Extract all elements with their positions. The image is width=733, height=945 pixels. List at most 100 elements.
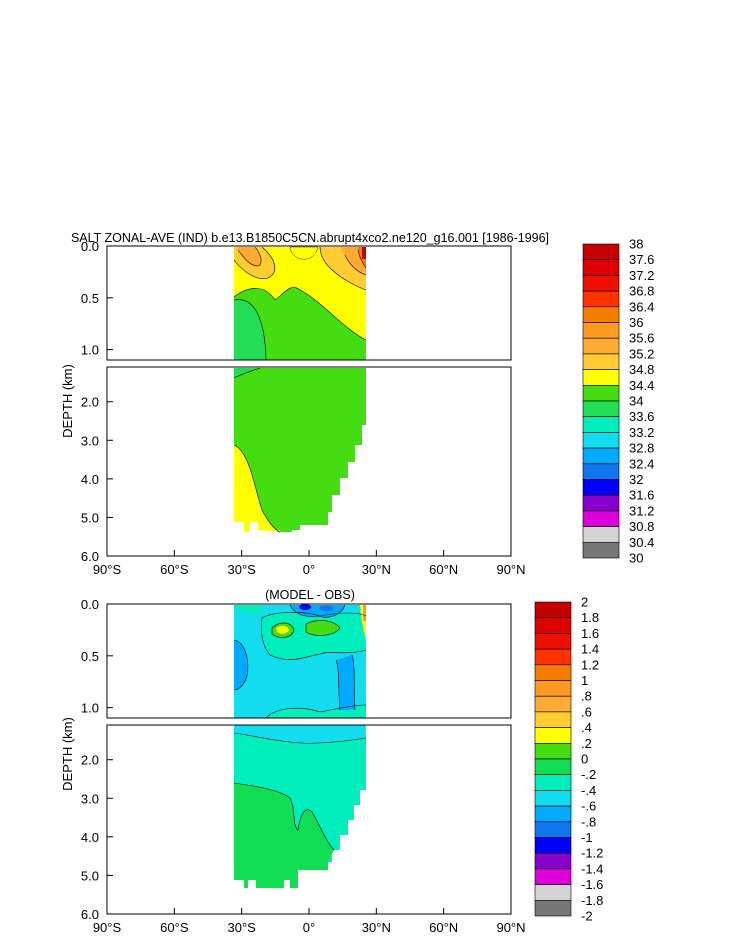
p2-fill-north-max [363,605,366,621]
panel-1-upper-frame [106,245,512,361]
colorbar-swatch [582,494,620,512]
colorbar-swatch [534,884,572,901]
y-tick-label: 1.0 [81,343,99,358]
y-tick-label: 4.0 [81,472,99,487]
colorbar-label: -1 [581,830,593,845]
colorbar-swatch [534,680,572,697]
panel-1-colorbar: 3837.637.236.836.43635.635.234.834.43433… [582,237,654,566]
panel-2-upper-frame [106,603,512,719]
colorbar-label: 30 [629,551,643,566]
colorbar-label: .2 [581,736,592,751]
colorbar-label: -1.2 [581,846,603,861]
p1-fill-deep-sw [234,445,280,532]
colorbar-label: 31.2 [629,503,654,518]
colorbar-swatch [582,400,620,417]
colorbar-label: 31.6 [629,488,654,503]
x-tick-label: 90°S [93,562,122,577]
colorbar-label: 35.6 [629,331,654,346]
colorbar-swatch [534,633,572,650]
panel-2-yticks-upper: 0.0 0.5 1.0 [81,597,113,716]
x-tick-label: 60°N [429,562,458,577]
colorbar-swatch [582,306,620,323]
p1-fill-intermediate [234,287,366,360]
panel-1-upper-fills [234,246,366,360]
panel-2-lower-fills [234,725,366,888]
colorbar-swatch [582,337,620,355]
colorbar-label: 38 [629,237,643,252]
colorbar-label: -1.8 [581,893,603,908]
colorbar-swatch [534,899,572,917]
panel-2-contours [233,604,367,851]
panel-2-colorbar: 21.81.61.41.21.8.6.4.20-.2-.4-.6-.8-1-1.… [534,595,603,924]
colorbar-label: .6 [581,704,592,719]
colorbar-swatch [534,711,572,728]
panel-2-title: (MODEL - OBS) [265,588,355,602]
colorbar-label: -1.6 [581,877,603,892]
panel-2-ylabel: DEPTH (km) [60,717,75,791]
colorbar-swatch [534,837,572,854]
colorbar-label: 2 [581,595,588,610]
colorbar-label: 30.8 [629,519,654,534]
p2-fill-neg-core-a [299,604,311,610]
y-tick-label: 0.0 [81,597,99,612]
y-tick-label: 0.5 [81,291,99,306]
y-tick-label: 3.0 [81,433,99,448]
panel-1-lower-fills [234,368,366,532]
y-tick-label: 0.0 [81,239,99,254]
p2-fill-pos-b [306,620,340,636]
p1-fill-deep [234,368,366,532]
colorbar-swatch [582,479,620,496]
p2-fill-deep-sw [234,783,334,888]
colorbar-swatch [534,852,572,870]
colorbar-label: 33.6 [629,409,654,424]
panel-2: (MODEL - OBS) [60,588,603,935]
x-tick-label: 30°S [227,562,256,577]
colorbar-label: 34.8 [629,362,654,377]
colorbar-swatch [582,526,620,543]
x-tick-label: 90°N [496,562,525,577]
y-tick-label: 0.5 [81,649,99,664]
x-tick-label: 0° [303,920,315,935]
colorbar-label: 37.6 [629,252,654,267]
y-tick-label: 1.0 [81,701,99,716]
colorbar-label: 30.4 [629,535,654,550]
x-tick-label: 90°S [93,920,122,935]
y-tick-label: 6.0 [81,907,99,922]
colorbar-label: 1.8 [581,610,599,625]
colorbar-label: -.8 [581,814,596,829]
colorbar-swatch [582,243,620,260]
colorbar-label: 32.4 [629,456,654,471]
colorbar-label: .8 [581,689,592,704]
p1-fill-north-max [362,247,366,259]
colorbar-label: 0 [581,752,588,767]
colorbar-label: 36 [629,315,643,330]
p1-fill-subtropical-core [238,247,262,266]
colorbar-swatch [534,774,572,791]
colorbar-swatch [582,275,620,292]
panel-1-yticks-upper: 0.0 0.5 1.0 [81,239,113,358]
colorbar-swatch [582,510,620,527]
panel-1-xticks: 90°S 60°S 30°S 0° 30°N 60°N 90°N [93,550,526,577]
colorbar-swatch [534,742,572,760]
y-tick-label: 3.0 [81,791,99,806]
x-tick-label: 60°N [429,920,458,935]
panel-1-ylabel: DEPTH (km) [60,364,75,438]
panel-1-yticks-lower: 2.0 3.0 4.0 5.0 6.0 [81,395,113,564]
p1-fill-surface-fresh-patch [289,246,319,260]
p2-fill-surface-green [234,605,262,615]
p2-fill-east-blue [336,655,355,710]
colorbar-label: -.2 [581,767,596,782]
colorbar-label: -.4 [581,783,596,798]
colorbar-label: 1.4 [581,642,599,657]
panel-2-upper-fills [234,604,366,718]
y-tick-label: 2.0 [81,753,99,768]
colorbar-swatch [534,758,572,775]
colorbar-label: 36.4 [629,299,654,314]
panel-2-xticks: 90°S 60°S 30°S 0° 30°N 60°N 90°N [93,908,526,935]
x-tick-label: 60°S [160,562,189,577]
colorbar-label: 1 [581,673,588,688]
colorbar-swatch [534,648,572,666]
x-tick-label: 60°S [160,920,189,935]
colorbar-swatch [534,868,572,885]
